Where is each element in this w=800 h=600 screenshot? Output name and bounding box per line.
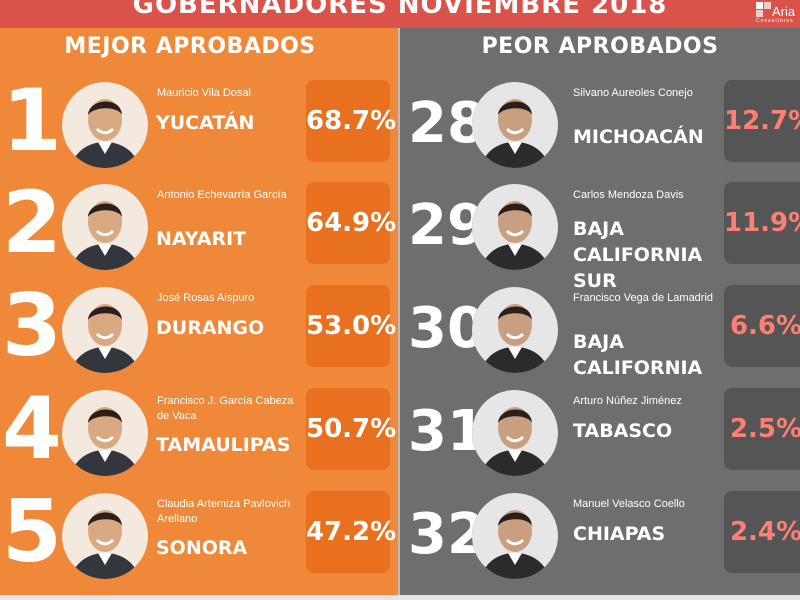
governor-name: Mauricio Vila Dosal bbox=[157, 87, 251, 99]
logo-square-icon bbox=[756, 10, 763, 17]
governor-photo bbox=[472, 390, 558, 476]
governor-photo bbox=[472, 184, 558, 270]
approval-value: 64.9% bbox=[306, 182, 396, 264]
worst-approved-heading: PEOR APROBADOS bbox=[481, 34, 719, 59]
worst-approved-row: 32 Manuel Velasco Coello CHIAPAS 2.4% bbox=[400, 487, 800, 587]
approval-value: 68.7% bbox=[306, 80, 396, 162]
governor-photo bbox=[62, 184, 148, 270]
approval-value: 50.7% bbox=[306, 388, 396, 470]
governor-name: Arturo Núñez Jiménez bbox=[573, 395, 682, 407]
header-bar: GOBERNADORES NOVIEMBRE 2018 Aria Consult… bbox=[0, 0, 800, 28]
rank-number: 4 bbox=[2, 379, 62, 479]
approval-value: 6.6% bbox=[724, 285, 800, 367]
best-approved-panel: MEJOR APROBADOS 1 Mauricio Vila Dosal YUCA… bbox=[0, 28, 398, 595]
governor-photo bbox=[62, 493, 148, 579]
governor-photo bbox=[472, 82, 558, 168]
approval-value: 53.0% bbox=[306, 285, 396, 367]
rank-number: 2 bbox=[2, 173, 62, 273]
worst-approved-row: 31 Arturo Núñez Jiménez TABASCO 2.5% bbox=[400, 384, 800, 484]
best-approved-row: 2 Antonio Echevarría García NAYARIT 64.9% bbox=[0, 178, 398, 278]
state-name: BAJA CALIFORNIA bbox=[573, 331, 703, 379]
governor-photo bbox=[472, 287, 558, 373]
governor-name: Francisco Vega de Lamadrid bbox=[573, 292, 714, 304]
worst-approved-row: 30 Francisco Vega de Lamadrid BAJA CALIFOR… bbox=[400, 281, 800, 381]
best-approved-row: 1 Mauricio Vila Dosal YUCATÁN 68.7% bbox=[0, 76, 398, 176]
governor-name: José Rosas Aispuro bbox=[157, 292, 255, 304]
state-name: BAJA CALIFORNIA SUR bbox=[573, 218, 703, 292]
footer-strip bbox=[0, 595, 800, 600]
best-approved-row: 4 Francisco J. García Cabeza de Vaca TAMAU… bbox=[0, 384, 398, 484]
logo-square-icon bbox=[756, 2, 763, 9]
approval-value: 47.2% bbox=[306, 491, 396, 573]
approval-value: 11.9% bbox=[724, 182, 800, 264]
approval-value: 2.4% bbox=[724, 491, 800, 573]
worst-approved-panel: PEOR APROBADOS 28 Silvano Aureoles Conejo… bbox=[400, 28, 800, 595]
brand-logo: Aria Consultores bbox=[754, 0, 798, 26]
best-approved-row: 3 José Rosas Aispuro DURANGO 53.0% bbox=[0, 281, 398, 381]
state-name: SONORA bbox=[156, 537, 248, 559]
governor-name: Antonio Echevarría García bbox=[157, 189, 287, 201]
rank-number: 29 bbox=[408, 193, 486, 258]
rank-number: 30 bbox=[408, 296, 486, 361]
governor-name: Silvano Aureoles Conejo bbox=[573, 87, 693, 99]
governor-name: Manuel Velasco Coello bbox=[573, 498, 685, 510]
state-name: TAMAULIPAS bbox=[156, 434, 291, 456]
rank-number: 1 bbox=[2, 71, 62, 171]
state-name: YUCATÁN bbox=[156, 112, 255, 134]
governor-photo bbox=[62, 82, 148, 168]
page-title: GOBERNADORES NOVIEMBRE 2018 bbox=[132, 0, 668, 20]
governor-name: Francisco J. García Cabeza de Vaca bbox=[157, 395, 294, 422]
logo-subtext: Consultores bbox=[756, 18, 794, 24]
state-name: MICHOACÁN bbox=[573, 126, 704, 148]
approval-value: 2.5% bbox=[724, 388, 800, 470]
governor-name: Claudia Artemiza Pavlovich Arellano bbox=[157, 498, 291, 525]
worst-approved-row: 28 Silvano Aureoles Conejo MICHOACÁN 12.7% bbox=[400, 76, 800, 176]
state-name: CHIAPAS bbox=[573, 523, 666, 545]
best-approved-row: 5 Claudia Artemiza Pavlovich Arellano SONO… bbox=[0, 487, 398, 587]
rank-number: 3 bbox=[2, 276, 62, 376]
governor-photo bbox=[472, 493, 558, 579]
rank-number: 28 bbox=[408, 91, 486, 156]
governor-photo bbox=[62, 287, 148, 373]
rank-number: 31 bbox=[408, 399, 486, 464]
governor-name: Carlos Mendoza Davis bbox=[573, 189, 684, 201]
panel-divider bbox=[398, 28, 400, 595]
state-name: TABASCO bbox=[573, 420, 673, 442]
rank-number: 32 bbox=[408, 502, 486, 567]
state-name: NAYARIT bbox=[156, 228, 247, 250]
state-name: DURANGO bbox=[156, 317, 265, 339]
logo-text: Aria bbox=[772, 4, 796, 19]
worst-approved-row: 29 Carlos Mendoza Davis BAJA CALIFORNIA SU… bbox=[400, 178, 800, 292]
best-approved-heading: MEJOR APROBADOS bbox=[64, 34, 316, 59]
rank-number: 5 bbox=[2, 482, 62, 582]
logo-square-icon bbox=[764, 2, 771, 9]
governor-photo bbox=[62, 390, 148, 476]
approval-value: 12.7% bbox=[724, 80, 800, 162]
